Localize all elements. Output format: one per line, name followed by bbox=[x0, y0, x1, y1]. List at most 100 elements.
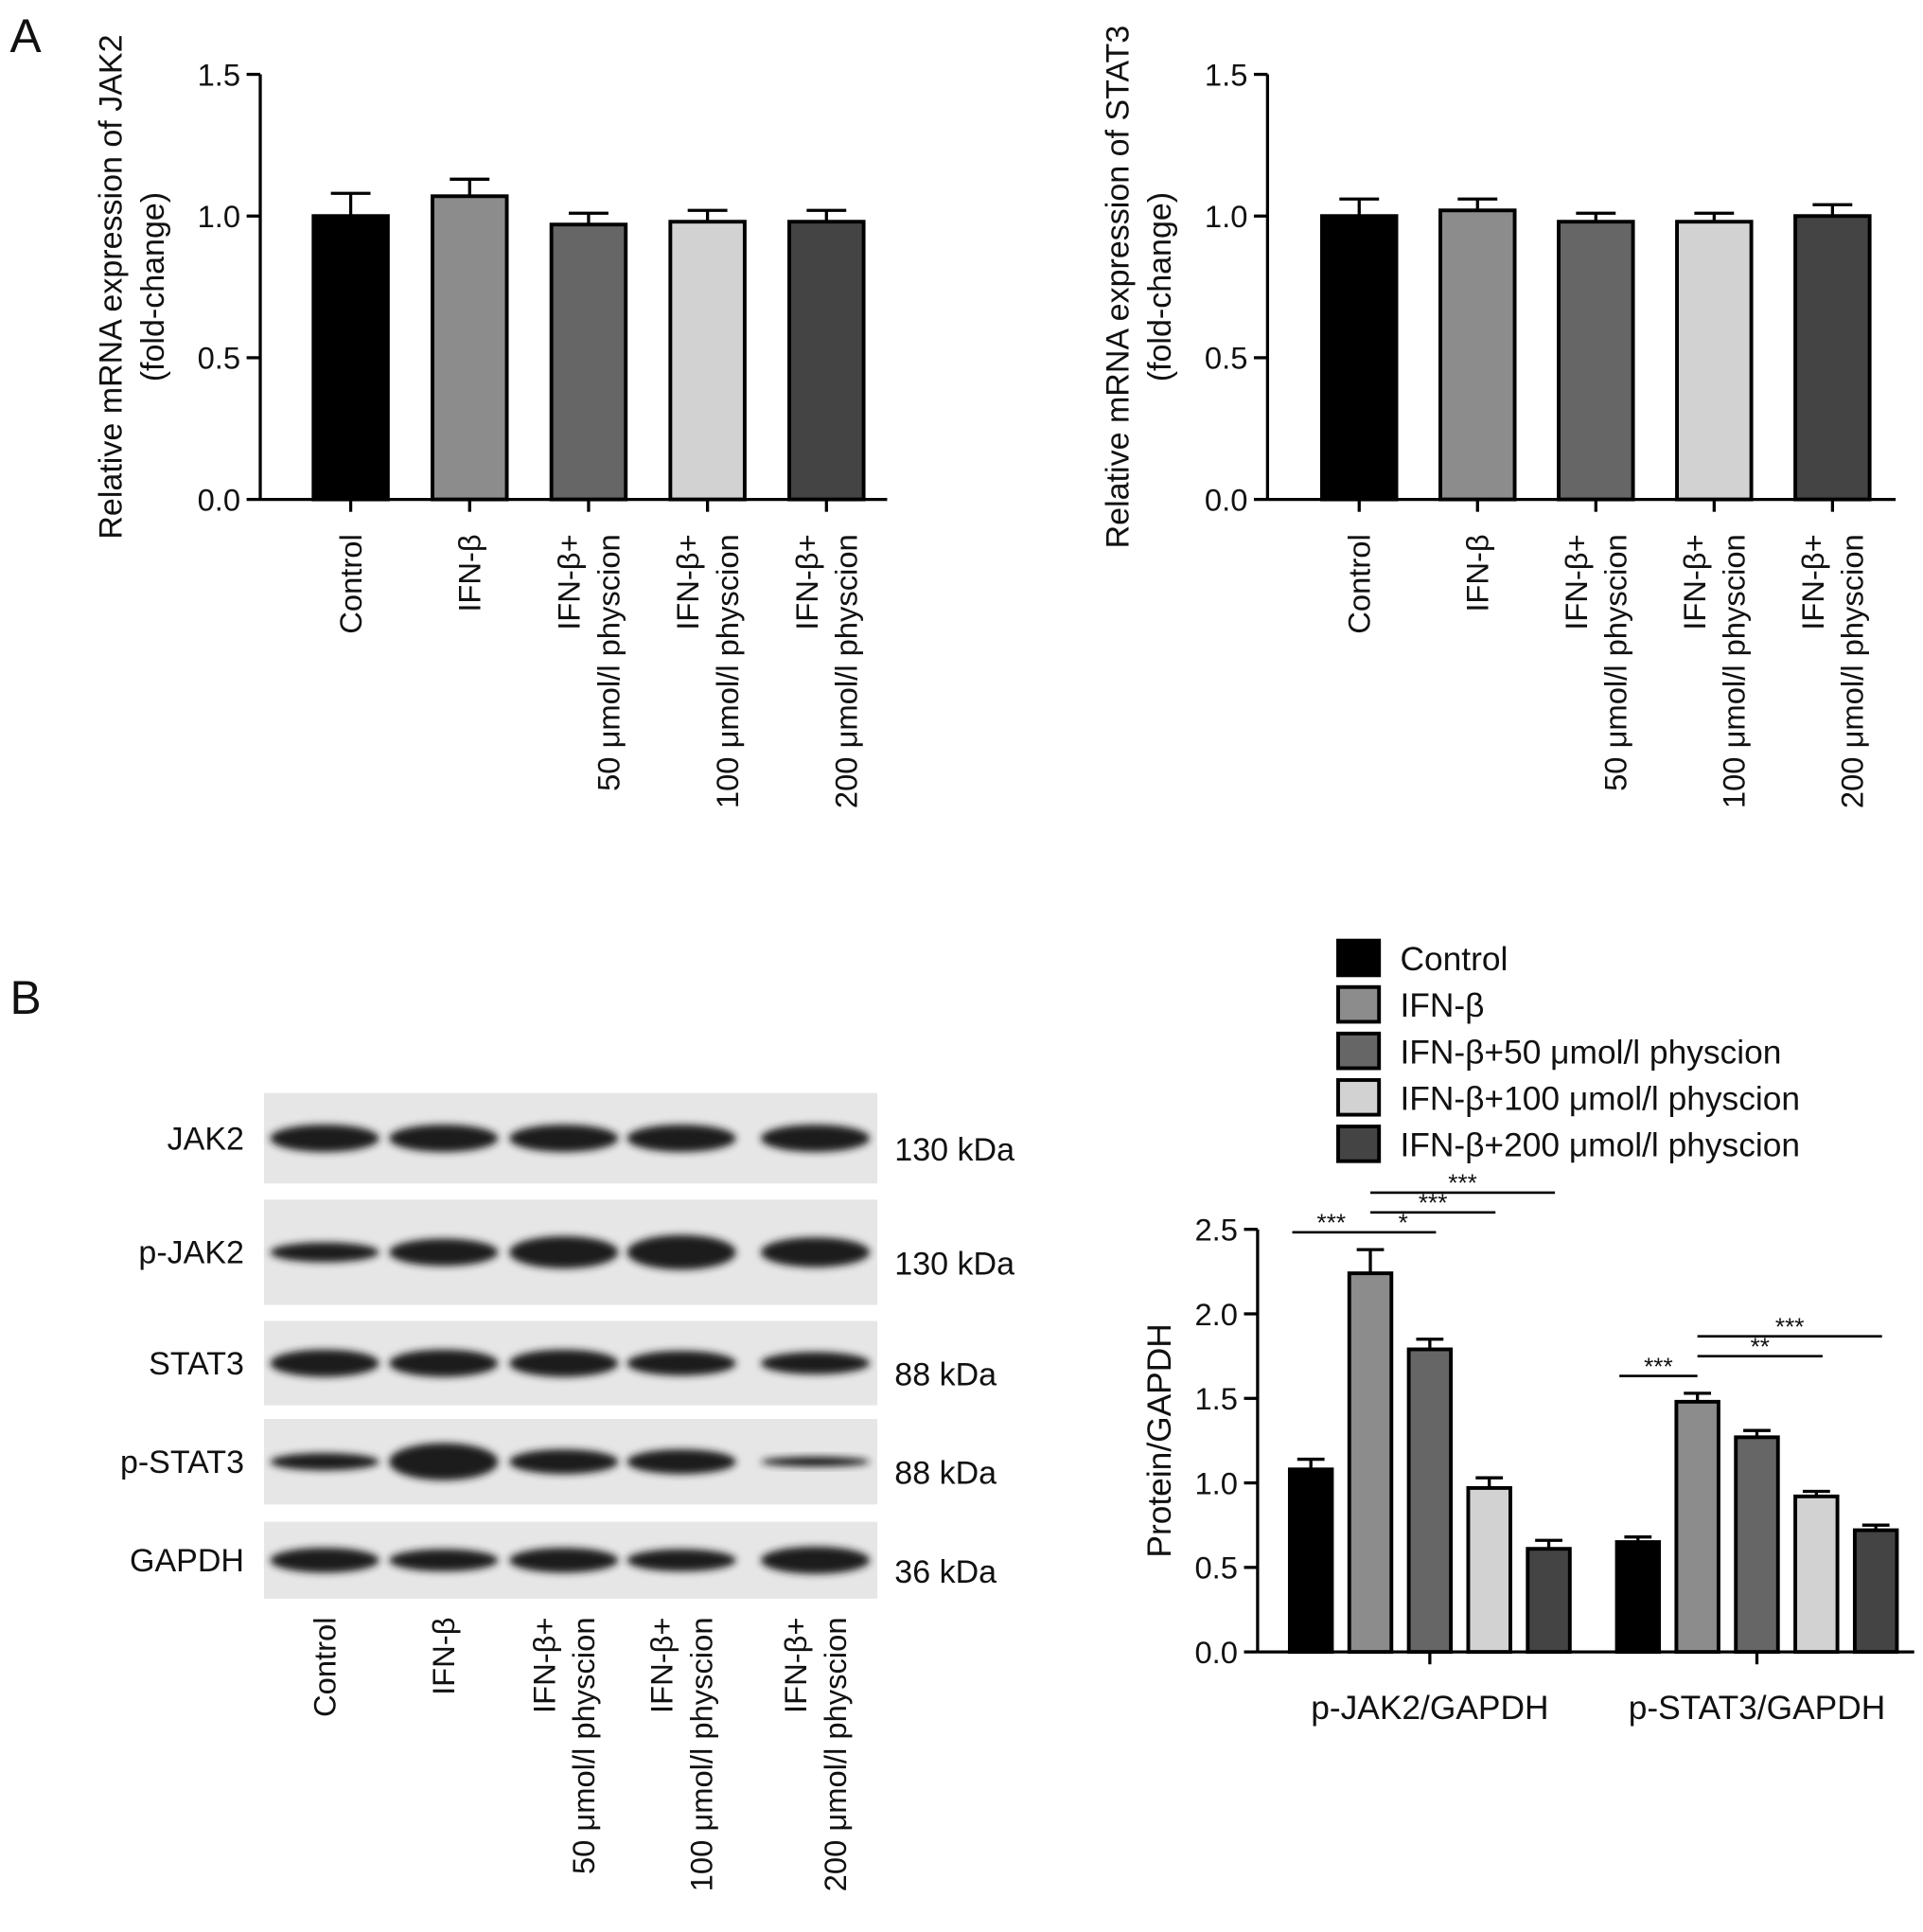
y-axis-label: Protein/GAPDH bbox=[1141, 1323, 1178, 1557]
blot-lane-label: IFN-β bbox=[426, 1617, 461, 1694]
blot-band bbox=[270, 1125, 379, 1152]
bar bbox=[1674, 1399, 1720, 1655]
panel-label: B bbox=[10, 971, 42, 1024]
blot-lane-label: Control bbox=[308, 1617, 343, 1716]
x-tick-label: 50 μmol/l physcion bbox=[591, 534, 626, 791]
blot-band bbox=[509, 1548, 619, 1573]
blot-size-label: 36 kDa bbox=[894, 1554, 997, 1590]
bar bbox=[1675, 220, 1754, 502]
x-tick-label: IFN-β+ bbox=[1795, 534, 1830, 630]
y-tick-label: 0.5 bbox=[1205, 341, 1247, 376]
x-tick-label: 100 μmol/l physcion bbox=[1717, 534, 1752, 808]
significance-label: *** bbox=[1775, 1312, 1805, 1340]
blot-band bbox=[509, 1349, 619, 1377]
bar bbox=[1287, 1467, 1334, 1655]
blot-row-label: p-JAK2 bbox=[138, 1235, 244, 1271]
bar bbox=[1614, 1540, 1662, 1655]
x-tick-label: 100 μmol/l physcion bbox=[710, 534, 745, 808]
panel-label: A bbox=[10, 9, 43, 62]
blot-band bbox=[760, 1546, 871, 1574]
blot-lane-label: 100 μmol/l physcion bbox=[684, 1617, 719, 1891]
blot-band bbox=[270, 1242, 379, 1263]
y-tick-label: 2.0 bbox=[1194, 1297, 1237, 1332]
blot-lane-label: IFN-β+ bbox=[778, 1617, 813, 1713]
x-tick-label: Control bbox=[333, 534, 368, 633]
bar bbox=[311, 214, 390, 502]
blot-band bbox=[626, 1234, 736, 1270]
bar bbox=[431, 194, 509, 502]
blot-band bbox=[389, 1238, 499, 1267]
blot-band bbox=[389, 1443, 499, 1480]
x-tick-label: p-STAT3/GAPDH bbox=[1629, 1690, 1886, 1727]
y-tick-label: 1.0 bbox=[198, 199, 240, 234]
x-tick-label: 50 μmol/l physcion bbox=[1598, 534, 1633, 791]
legend-label: IFN-β bbox=[1400, 987, 1484, 1024]
x-tick-label: IFN-β+ bbox=[789, 534, 824, 630]
bar bbox=[1320, 214, 1399, 502]
blot-size-label: 88 kDa bbox=[894, 1456, 997, 1492]
significance-label: ** bbox=[1751, 1332, 1770, 1360]
legend-label: IFN-β+50 μmol/l physcion bbox=[1400, 1034, 1781, 1071]
bar bbox=[668, 220, 747, 502]
blot-band bbox=[760, 1352, 871, 1374]
blot-band bbox=[760, 1125, 871, 1152]
blot-lane-label: IFN-β+ bbox=[644, 1617, 679, 1713]
y-axis-label: (fold-change) bbox=[135, 192, 171, 381]
bar bbox=[1438, 208, 1517, 502]
blot-band bbox=[270, 1453, 379, 1471]
blot-band bbox=[270, 1349, 379, 1377]
significance-label: *** bbox=[1317, 1208, 1347, 1236]
x-tick-label: IFN-β bbox=[452, 534, 487, 612]
y-tick-label: 1.5 bbox=[198, 57, 240, 92]
legend-swatch bbox=[1336, 1125, 1382, 1163]
legend-label: IFN-β+100 μmol/l physcion bbox=[1400, 1080, 1800, 1117]
bar bbox=[1793, 214, 1872, 502]
blot-band bbox=[626, 1549, 736, 1572]
y-tick-label: 1.0 bbox=[1205, 199, 1247, 234]
significance-label: *** bbox=[1644, 1352, 1673, 1380]
x-tick-label: IFN-β+ bbox=[670, 534, 705, 630]
significance-label: * bbox=[1399, 1208, 1408, 1236]
legend-label: Control bbox=[1400, 941, 1508, 978]
blot-band bbox=[509, 1449, 619, 1475]
x-tick-label: Control bbox=[1342, 534, 1377, 633]
y-tick-label: 1.5 bbox=[1205, 57, 1247, 92]
x-tick-label: IFN-β+ bbox=[1559, 534, 1594, 630]
x-tick-label: IFN-β+ bbox=[551, 534, 586, 630]
legend-label: IFN-β+200 μmol/l physcion bbox=[1400, 1126, 1800, 1163]
bar bbox=[1466, 1485, 1512, 1655]
y-tick-label: 2.5 bbox=[1194, 1212, 1237, 1247]
x-tick-label: IFN-β bbox=[1460, 534, 1495, 612]
blot-lane-label: 50 μmol/l physcion bbox=[566, 1617, 601, 1874]
blot-size-label: 130 kDa bbox=[894, 1246, 1014, 1282]
x-tick-label: p-JAK2/GAPDH bbox=[1311, 1690, 1548, 1727]
bar bbox=[549, 222, 628, 502]
x-tick-label: 200 μmol/l physcion bbox=[829, 534, 864, 808]
y-tick-label: 0.0 bbox=[198, 482, 240, 517]
bar bbox=[1406, 1347, 1454, 1655]
bar bbox=[787, 220, 866, 502]
blot-band bbox=[389, 1349, 499, 1377]
blot-band bbox=[270, 1548, 379, 1573]
bar bbox=[1347, 1271, 1394, 1655]
legend-swatch bbox=[1336, 938, 1382, 978]
blot-size-label: 88 kDa bbox=[894, 1357, 997, 1393]
blot-band bbox=[760, 1456, 871, 1467]
legend-swatch bbox=[1336, 1077, 1382, 1117]
legend-swatch bbox=[1336, 1031, 1382, 1071]
blot-band bbox=[389, 1549, 499, 1572]
x-tick-label: IFN-β+ bbox=[1677, 534, 1712, 630]
y-tick-label: 0.5 bbox=[198, 341, 240, 376]
bar bbox=[1852, 1528, 1899, 1655]
blot-row-label: p-STAT3 bbox=[120, 1445, 244, 1480]
blot-band bbox=[760, 1237, 871, 1267]
y-tick-label: 0.0 bbox=[1194, 1635, 1237, 1670]
y-tick-label: 0.0 bbox=[1205, 482, 1247, 517]
y-tick-label: 0.5 bbox=[1194, 1551, 1237, 1586]
bar bbox=[1526, 1547, 1572, 1655]
blot-band bbox=[626, 1125, 736, 1152]
blot-band bbox=[389, 1125, 499, 1152]
bar bbox=[1557, 220, 1635, 502]
blot-row-label: JAK2 bbox=[168, 1121, 244, 1157]
